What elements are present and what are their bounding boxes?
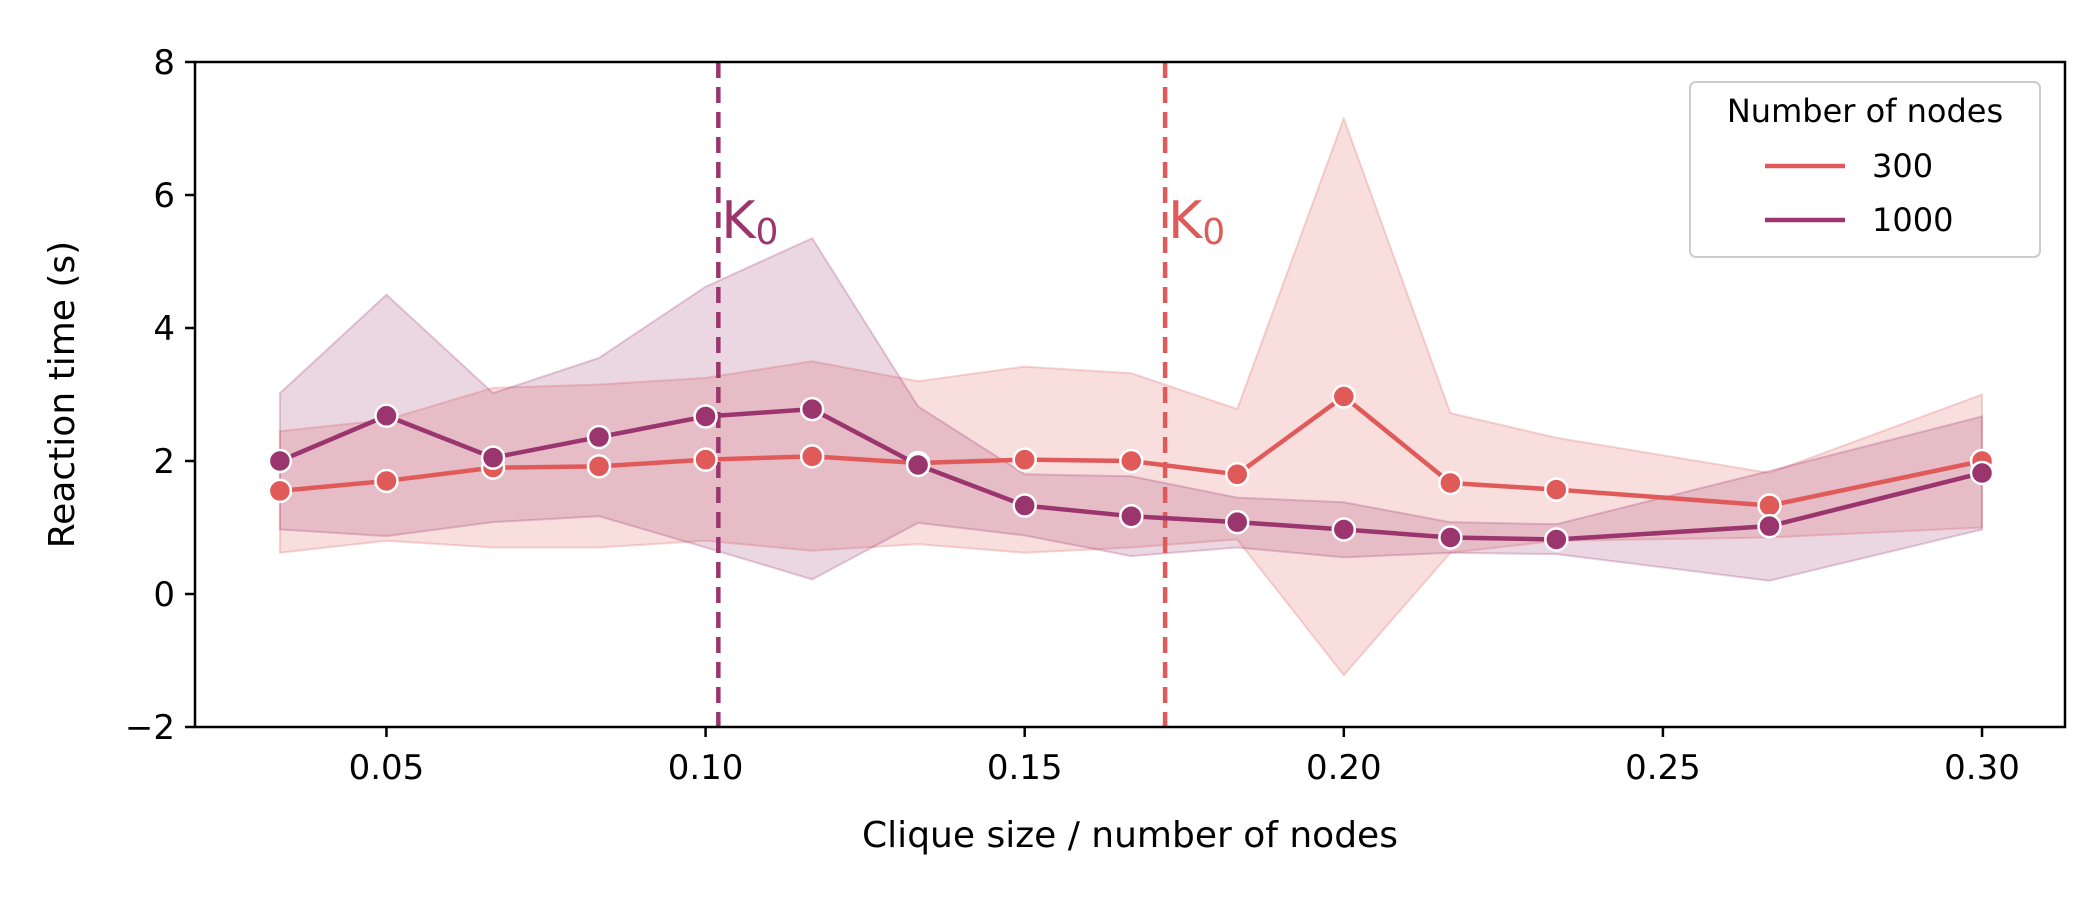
point-series-1000-12	[1544, 527, 1569, 552]
point-series-1000-6	[905, 452, 931, 478]
y-tick-label-5: 8	[153, 43, 175, 83]
x-tick-label-0: 0.05	[349, 748, 425, 788]
point-series-1000-10	[1331, 517, 1357, 542]
point-series-300-12	[1544, 477, 1569, 502]
legend-label-300: 300	[1872, 147, 1933, 185]
y-tick-label-1: 0	[153, 575, 175, 615]
point-series-300-0	[267, 478, 293, 504]
threshold-lines	[716, 62, 1168, 727]
legend-title: Number of nodes	[1727, 92, 2003, 130]
plot-frame	[193, 60, 2067, 729]
k0-annotations: K0 K0	[721, 191, 1225, 253]
point-series-1000-5	[799, 396, 825, 422]
point-series-1000-2	[480, 445, 506, 470]
legend-label-1000: 1000	[1872, 201, 1953, 239]
point-series-1000-1	[374, 403, 399, 429]
point-series-300-11	[1438, 470, 1463, 496]
point-series-300-4	[693, 447, 718, 472]
x-tick-label-1: 0.10	[668, 748, 744, 788]
y-tick-label-3: 4	[153, 309, 175, 349]
point-series-1000-14	[1969, 460, 1995, 486]
x-tick-label-3: 0.20	[1306, 748, 1382, 788]
series-markers	[267, 384, 1995, 552]
y-axis-label: Reaction time (s)	[42, 241, 83, 548]
point-series-1000-9	[1224, 509, 1250, 535]
point-series-300-8	[1119, 448, 1144, 474]
point-series-300-13	[1757, 493, 1782, 518]
point-series-300-1	[374, 468, 399, 494]
legend: Number of nodes 300 1000	[1689, 81, 2041, 258]
point-series-300-3	[586, 454, 612, 479]
legend-box	[1689, 81, 2041, 258]
k0-label-300: K0	[1168, 191, 1225, 253]
x-tick-label-4: 0.25	[1625, 748, 1701, 788]
y-tick-label-0: −2	[125, 708, 175, 748]
band-series-1000	[278, 236, 1984, 582]
point-series-1000-8	[1119, 503, 1144, 529]
legend-items: 300 1000	[1765, 147, 1953, 239]
y-axis-ticks: −2 0 2 4 6 8	[125, 43, 195, 748]
point-series-1000-13	[1757, 513, 1782, 539]
point-series-300-5	[799, 444, 825, 469]
y-tick-label-2: 2	[153, 442, 175, 482]
point-series-300-9	[1224, 462, 1250, 487]
k0-label-1000: K0	[721, 191, 778, 253]
k0-subscript: 0	[1202, 212, 1225, 253]
point-series-1000-7	[1012, 493, 1037, 518]
point-series-1000-0	[267, 448, 293, 474]
point-series-300-10	[1331, 384, 1357, 409]
x-axis-ticks: 0.05 0.10 0.15 0.20 0.25 0.30	[349, 727, 2020, 788]
x-tick-label-5: 0.30	[1944, 748, 2020, 788]
x-axis-label: Clique size / number of nodes	[862, 815, 1398, 856]
x-tick-label-2: 0.15	[987, 748, 1063, 788]
k0-subscript: 0	[755, 212, 778, 253]
point-series-300-7	[1012, 447, 1037, 472]
point-series-1000-11	[1438, 525, 1463, 550]
y-tick-label-4: 6	[153, 176, 175, 216]
point-series-1000-3	[586, 424, 612, 450]
point-series-1000-4	[693, 404, 718, 429]
